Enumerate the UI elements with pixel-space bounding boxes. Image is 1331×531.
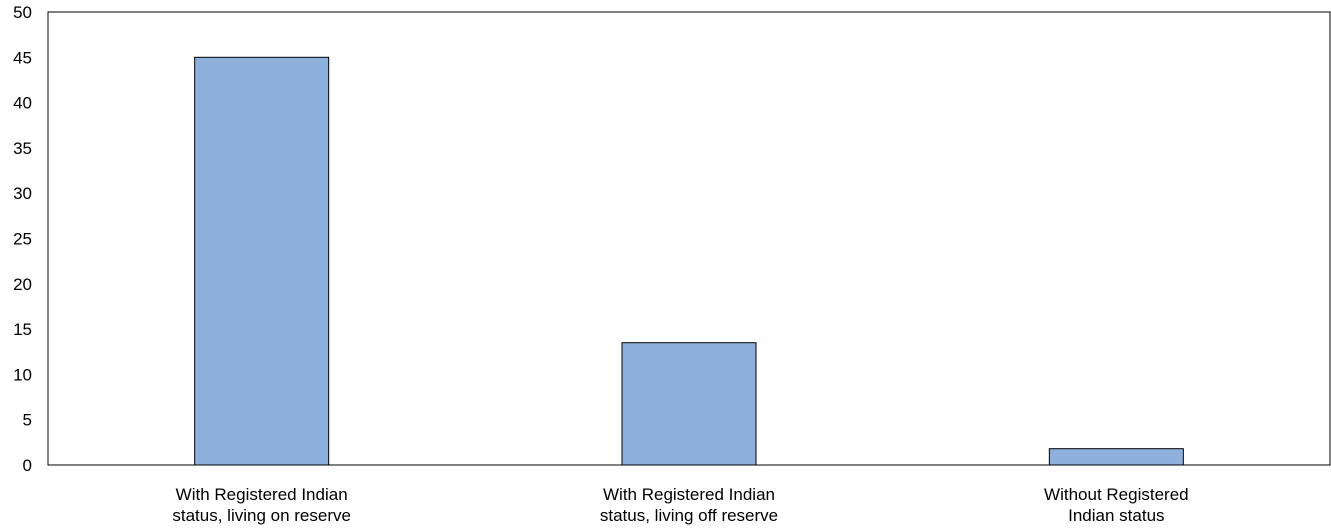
x-category-label: status, living on reserve xyxy=(172,506,351,525)
y-tick-label: 0 xyxy=(23,456,32,475)
y-tick-label: 40 xyxy=(13,94,32,113)
x-category-label: With Registered Indian xyxy=(176,485,348,504)
x-category-label: Indian status xyxy=(1068,506,1164,525)
bar xyxy=(1048,448,1184,466)
bar xyxy=(194,56,330,466)
y-tick-label: 25 xyxy=(13,230,32,249)
y-tick-label: 5 xyxy=(23,411,32,430)
y-tick-label: 50 xyxy=(13,3,32,22)
y-tick-label: 20 xyxy=(13,275,32,294)
x-category-label: status, living off reserve xyxy=(600,506,778,525)
y-tick-label: 30 xyxy=(13,184,32,203)
y-tick-label: 35 xyxy=(13,139,32,158)
y-tick-label: 45 xyxy=(13,48,32,67)
bars xyxy=(194,56,1184,466)
y-axis: 0 5 10 15 20 25 30 35 40 45 50 xyxy=(13,3,32,475)
x-category-label: Without Registered xyxy=(1044,485,1189,504)
y-tick-label: 10 xyxy=(13,365,32,384)
y-tick-label: 15 xyxy=(13,320,32,339)
x-axis: With Registered Indian status, living on … xyxy=(172,485,1188,525)
x-category-label: With Registered Indian xyxy=(603,485,775,504)
bar xyxy=(621,342,757,466)
